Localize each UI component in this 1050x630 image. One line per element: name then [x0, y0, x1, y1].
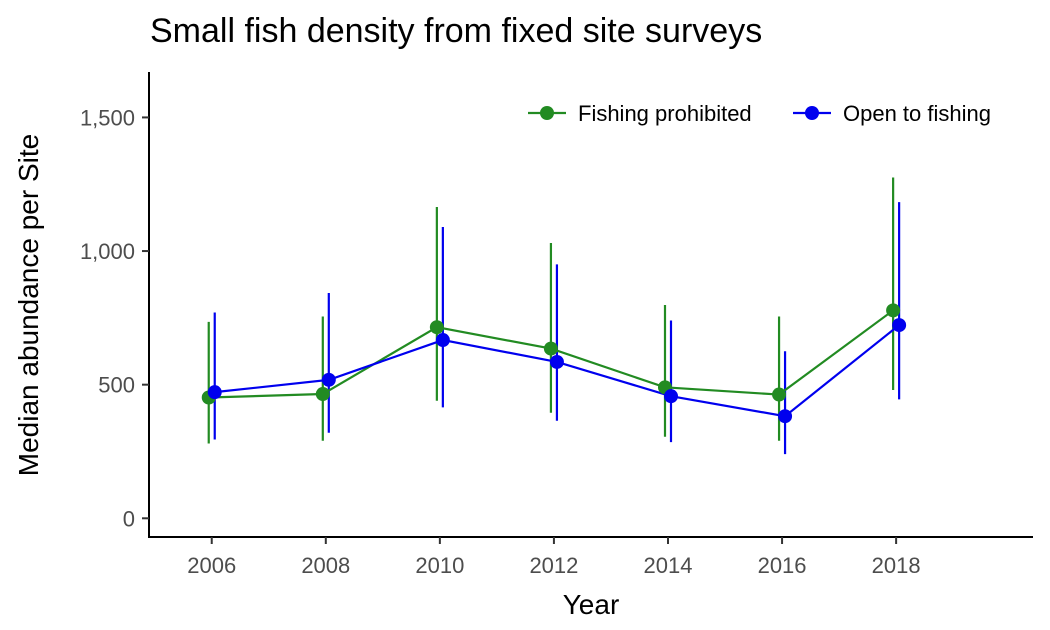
data-point: [207, 385, 222, 400]
x-axis-title: Year: [563, 589, 620, 620]
x-tick-label: 2012: [529, 553, 578, 578]
x-tick-label: 2010: [415, 553, 464, 578]
legend-label: Fishing prohibited: [578, 101, 752, 126]
data-point: [778, 409, 793, 424]
data-point: [429, 320, 444, 335]
x-tick-label: 2008: [301, 553, 350, 578]
data-point: [549, 354, 564, 369]
x-ticks: 2006 2008 2010 2012 2014 2016 2018: [187, 537, 921, 578]
x-tick-label: 2006: [187, 553, 236, 578]
y-tick-label: 1,000: [80, 239, 135, 264]
axes: [148, 72, 1033, 538]
data-point: [772, 387, 787, 402]
legend-marker: [805, 106, 819, 120]
data-points: [201, 303, 907, 424]
x-tick-label: 2018: [872, 553, 921, 578]
legend: Fishing prohibited Open to fishing: [528, 101, 991, 126]
data-point: [892, 318, 907, 333]
chart-title: Small fish density from fixed site surve…: [150, 12, 763, 50]
y-axis-title: Median abundance per Site: [13, 134, 44, 476]
data-point: [886, 303, 901, 318]
data-point: [435, 333, 450, 348]
x-tick-label: 2014: [644, 553, 693, 578]
legend-label: Open to fishing: [843, 101, 991, 126]
y-tick-label: 0: [123, 506, 135, 531]
data-point: [663, 389, 678, 404]
y-tick-label: 1,500: [80, 105, 135, 130]
data-point: [315, 387, 330, 402]
x-tick-label: 2016: [758, 553, 807, 578]
y-tick-label: 500: [98, 373, 135, 398]
data-point: [543, 341, 558, 356]
data-point: [321, 372, 336, 387]
y-ticks: 0 500 1,000 1,500: [80, 105, 149, 531]
legend-marker: [540, 106, 554, 120]
error-bars: [207, 177, 901, 455]
